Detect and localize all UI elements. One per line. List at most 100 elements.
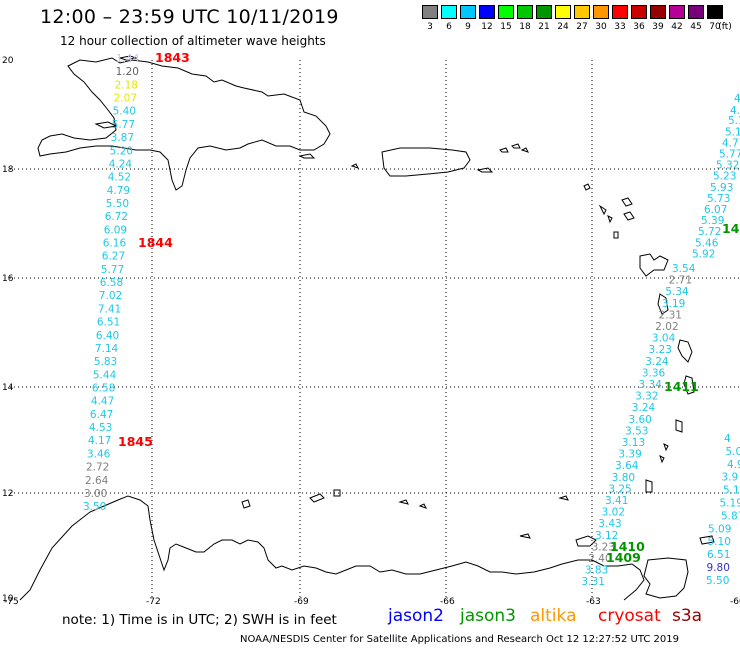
wave-height-values: 1.441.202.182.075.405.773.875.204.244.52… (83, 50, 740, 588)
track-time-label: 1410 (610, 539, 645, 554)
legend-swatch (517, 5, 533, 19)
legend-label: 6 (446, 22, 452, 32)
wave-height-value: 5.23 (713, 171, 736, 183)
track-time-label: 1411 (664, 379, 699, 394)
legend-label: 12 (481, 22, 493, 32)
wave-height-value: 4.47 (91, 396, 114, 408)
gonave-island (94, 121, 118, 129)
legend-swatch (593, 5, 609, 19)
wave-height-value: 3.31 (582, 576, 605, 588)
wave-height-value: 5.1 (728, 115, 740, 127)
legend-label: 42 (671, 22, 683, 32)
wave-height-value: 5.77 (112, 119, 135, 131)
wave-height-value: 5.40 (113, 106, 136, 118)
lat-lon-grid (10, 60, 740, 600)
wave-height-value: 6.16 (103, 238, 127, 250)
wave-height-value: 5.87 (721, 510, 740, 522)
wave-height-value: 3.54 (672, 263, 696, 275)
lon-label: -66 (440, 597, 455, 605)
track-time-label: 1845 (118, 434, 153, 449)
wave-height-value: 1.20 (116, 66, 139, 78)
lon-label: -75 (4, 597, 19, 605)
altimeter-map: 1.441.202.182.075.405.773.875.204.244.52… (2, 50, 740, 605)
curacao (309, 493, 325, 503)
wave-height-value: 7.14 (95, 343, 119, 355)
mona-island (350, 163, 359, 169)
wave-height-value: 5.32 (716, 160, 739, 172)
legend-label: 39 (652, 22, 664, 32)
wave-height-value: 3.46 (87, 448, 111, 460)
wave-height-value: 5.44 (93, 369, 117, 381)
legend-swatch (574, 5, 590, 19)
track-time-label: 14 (722, 221, 740, 236)
wave-height-value: 5.93 (710, 182, 733, 194)
lon-label: -69 (294, 597, 309, 605)
track-time-label: 1843 (155, 50, 190, 65)
legend-swatch (688, 5, 704, 19)
st-vincent (675, 419, 683, 433)
wave-height-value: 3.32 (635, 391, 658, 403)
wave-height-value: 3.13 (622, 437, 645, 449)
wave-height-value: 3.83 (585, 565, 608, 577)
wave-height-value: 4. (730, 105, 740, 117)
lon-label: -63 (586, 597, 601, 605)
wave-height-value: 4 (724, 433, 731, 445)
wave-height-value: 5.20 (110, 145, 133, 157)
legend-swatch (536, 5, 552, 19)
wave-height-value: 6.09 (104, 224, 127, 236)
wave-height-value: 5.50 (106, 198, 129, 210)
footer-note: note: 1) Time is in UTC; 2) SWH is in fe… (62, 612, 337, 628)
tobago (699, 535, 715, 545)
legend-unit: (ft) (718, 22, 732, 32)
wave-height-value: 1.44 (116, 53, 140, 65)
wave-height-value: 5.19 (723, 485, 740, 497)
wave-height-value: 6.51 (707, 549, 730, 561)
martinique (677, 339, 693, 363)
wave-height-value: 5.19 (725, 126, 740, 138)
trinidad (643, 557, 689, 599)
wave-height-value: 3.04 (652, 333, 676, 345)
wave-height-value: 4 (734, 93, 740, 105)
wave-height-value: 2.02 (655, 321, 678, 333)
legend-swatch (707, 5, 723, 19)
vieques-island (476, 167, 494, 173)
wave-height-value: 6.72 (105, 211, 128, 223)
st-lucia (683, 375, 695, 395)
wave-height-value: 5.0 (726, 446, 740, 458)
wave-height-value: 6.51 (97, 317, 120, 329)
wave-height-value: 5.39 (701, 215, 724, 227)
wave-height-value: 3.50 (83, 501, 106, 513)
legend-swatch (479, 5, 495, 19)
los-roques (398, 499, 427, 509)
lat-label: 12 (2, 489, 13, 499)
virgin-islands (499, 143, 529, 153)
legend-label: 24 (557, 22, 569, 32)
lat-label: 10 (2, 594, 14, 604)
wave-height-value: 2.07 (114, 93, 137, 105)
legend-swatch (460, 5, 476, 19)
legend-swatch (612, 5, 628, 19)
wave-height-value: 4.77 (722, 137, 740, 149)
legend-label: 21 (538, 22, 550, 32)
wave-height-value: 3.24 (632, 402, 656, 414)
track-time-label: 1844 (138, 235, 173, 250)
wave-height-value: 3.9 (722, 472, 739, 484)
saona-island (298, 153, 316, 159)
legend-swatch (631, 5, 647, 19)
wave-height-value: 3.34 (639, 379, 663, 391)
satellite-s3a-label: s3a (672, 606, 703, 626)
wave-height-value: 3.60 (628, 414, 651, 426)
axis-labels: 20 18 16 14 12 10-75 -72 -69 -66 -63 -60 (2, 56, 740, 605)
wave-height-value: 3.23 (592, 541, 615, 553)
wave-height-value: 2.40 (588, 553, 611, 565)
lat-label: 18 (2, 165, 14, 175)
wave-height-value: 2.64 (85, 475, 109, 487)
legend-swatch (441, 5, 457, 19)
legend-swatch (422, 5, 438, 19)
hispaniola-coast (37, 57, 331, 191)
wave-height-value: 3.23 (649, 344, 672, 356)
legend-label: 36 (633, 22, 645, 32)
wave-height-value: 4.52 (108, 172, 131, 184)
wave-height-value: 3.64 (615, 460, 639, 472)
footer-credit: NOAA/NESDIS Center for Satellite Applica… (240, 634, 679, 645)
